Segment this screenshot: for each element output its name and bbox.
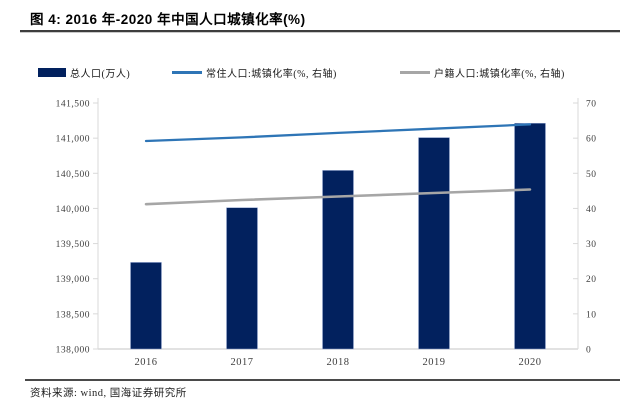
left-axis-tick-label: 139,500 — [56, 240, 90, 250]
left-axis-tick-label: 139,000 — [56, 275, 90, 285]
title-divider — [20, 30, 620, 32]
right-axis-tick-label: 0 — [586, 346, 591, 356]
legend-item-resident-urbanization: 常住人口:城镇化率(%, 右轴) — [172, 63, 337, 81]
left-axis-tick-label: 138,000 — [56, 346, 90, 356]
right-axis-tick-label: 40 — [586, 205, 597, 215]
legend-item-hukou-urbanization: 户籍人口:城镇化率(%, 右轴) — [400, 63, 565, 81]
source-divider — [25, 379, 620, 381]
left-axis-tick-label: 141,000 — [56, 135, 90, 145]
left-axis-tick-label: 138,500 — [56, 310, 90, 320]
combo-chart-svg: 141,500 141,000 140,500 140,000 139,500 139,0… — [56, 98, 597, 368]
right-axis-tick-label: 70 — [586, 100, 597, 110]
legend-item-total-population: 总人口(万人) — [38, 63, 130, 81]
left-axis-tick-label: 140,000 — [56, 205, 90, 215]
bar-total-population — [226, 207, 258, 350]
x-axis-category-label: 2020 — [519, 357, 542, 368]
x-axis-category-label: 2016 — [135, 357, 158, 368]
bar-total-population — [322, 170, 354, 350]
right-axis-tick-label: 10 — [586, 310, 597, 320]
right-axis-tick-label: 30 — [586, 240, 597, 250]
right-axis-tick-label: 50 — [586, 170, 597, 180]
legend-label: 总人口(万人) — [70, 68, 131, 80]
bar-total-population — [514, 122, 546, 350]
legend-label: 常住人口:城镇化率(%, 右轴) — [206, 68, 337, 80]
bar-swatch-icon — [38, 67, 66, 77]
right-axis-tick-label: 60 — [586, 135, 597, 145]
x-axis-category-label: 2019 — [423, 357, 446, 368]
x-axis-category-label: 2017 — [231, 357, 254, 368]
line-swatch-icon — [172, 70, 202, 74]
left-axis-tick-label: 141,500 — [56, 100, 90, 110]
chart-area: 141,500 141,000 140,500 140,000 139,500 139,0… — [0, 95, 623, 380]
bar-total-population — [130, 262, 162, 350]
line-resident-urbanization-rate — [144, 123, 532, 143]
line-swatch-icon — [400, 70, 430, 74]
legend-label: 户籍人口:城镇化率(%, 右轴) — [434, 68, 565, 80]
title-divider-shadow — [20, 32, 620, 33]
right-axis-tick-label: 20 — [586, 275, 597, 285]
source-note: 资料来源: wind, 国海证券研究所 — [30, 388, 187, 399]
left-axis-tick-label: 140,500 — [56, 170, 90, 180]
bar-total-population — [418, 137, 450, 350]
x-axis-category-label: 2018 — [327, 357, 350, 368]
chart-legend: 总人口(万人) 常住人口:城镇化率(%, 右轴) 户籍人口:城镇化率(%, 右轴… — [0, 63, 623, 81]
line-hukou-urbanization-rate — [144, 188, 532, 206]
chart-title: 图 4: 2016 年-2020 年中国人口城镇化率(%) — [30, 12, 306, 27]
